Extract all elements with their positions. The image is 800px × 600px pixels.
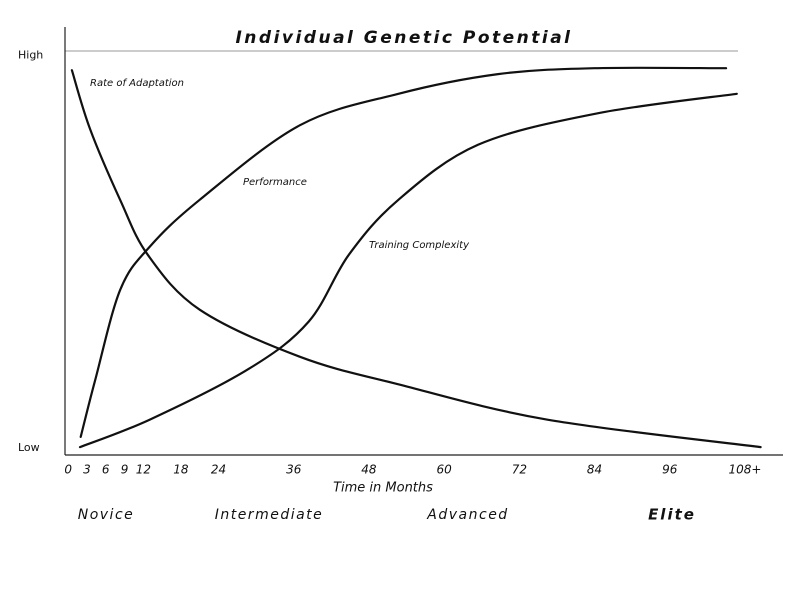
x-tick-label: 18: [173, 463, 189, 477]
x-tick-label: 84: [587, 463, 602, 477]
x-tick-label: 48: [361, 463, 377, 477]
x-tick-label: 108+: [728, 463, 761, 477]
x-tick-label: 36: [286, 463, 302, 477]
x-tick-label: 0: [64, 463, 72, 477]
series-line: [70, 69, 762, 449]
x-axis-label: Time in Months: [333, 481, 433, 496]
stage-label: Elite: [648, 506, 696, 524]
x-tick-label: 12: [136, 463, 151, 477]
y-tick-label: High: [18, 49, 43, 62]
x-tick-label: 9: [121, 463, 129, 477]
stage-label: Intermediate: [215, 507, 324, 523]
series-label: Rate of Adaptation: [90, 78, 184, 89]
stage-label: Novice: [78, 507, 135, 523]
series-line: [79, 66, 728, 438]
series-line: [78, 92, 738, 449]
x-tick-label: 96: [662, 463, 678, 477]
y-tick-label: Low: [18, 441, 40, 454]
stage-label: Advanced: [426, 507, 508, 523]
chart-title: Individual Genetic Potential: [235, 28, 572, 48]
x-tick-label: 24: [211, 463, 226, 477]
x-tick-label: 72: [512, 463, 527, 477]
x-tick-label: 3: [83, 463, 91, 477]
x-tick-label: 60: [436, 463, 452, 477]
series-label: Training Complexity: [369, 240, 470, 251]
series-label: Performance: [243, 177, 307, 188]
x-tick-label: 6: [102, 463, 110, 477]
